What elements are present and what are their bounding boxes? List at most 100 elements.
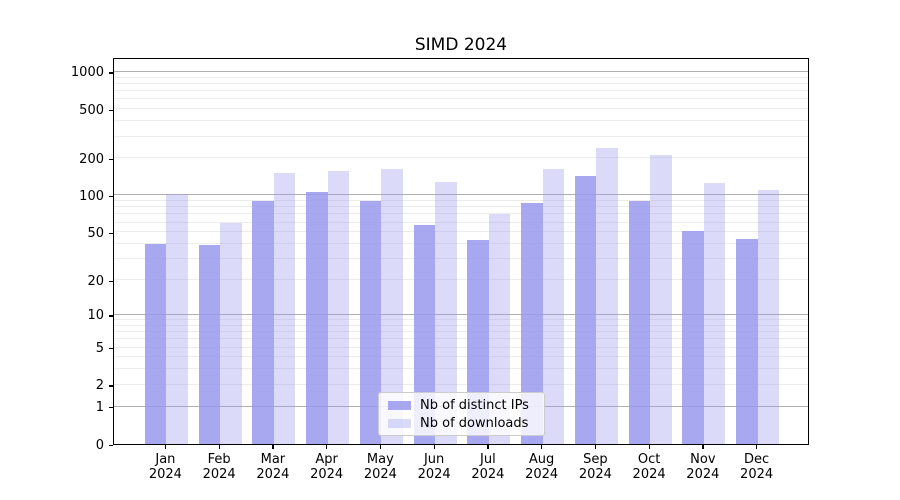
bar-downloads-jun (435, 182, 457, 444)
y-tick-mark (109, 72, 113, 74)
gridline-minor (114, 157, 808, 159)
bar-downloads-sep (596, 147, 618, 444)
x-tick-label-jan: Jan 2024 (133, 452, 197, 482)
bar-distinct-ips-nov (682, 231, 704, 444)
gridline-minor (114, 368, 808, 370)
gridline-minor (114, 243, 808, 245)
y-tick-label: 10 (87, 308, 104, 324)
y-tick-label: 1 (95, 400, 104, 416)
y-tick-label: 1000 (70, 65, 104, 81)
plot-area (113, 58, 809, 445)
y-tick-label: 200 (79, 151, 104, 167)
bar-distinct-ips-aug (521, 202, 543, 444)
bar-downloads-mar (273, 173, 296, 444)
x-tick-year: 2024 (256, 467, 290, 482)
x-tick-label-sep: Sep 2024 (563, 452, 627, 482)
gridline-minor (114, 76, 808, 78)
y-tick-label: 20 (87, 273, 104, 289)
gridline-minor (114, 331, 808, 333)
x-tick-year: 2024 (202, 467, 236, 482)
legend-label-downloads: Nb of downloads (420, 415, 529, 431)
gridline-minor (114, 120, 808, 122)
gridline-minor (114, 279, 808, 281)
x-tick-label-apr: Apr 2024 (295, 452, 359, 482)
x-tick-label-may: May 2024 (348, 452, 412, 482)
bar-distinct-ips-jan (144, 244, 167, 444)
bar-distinct-ips-jun (413, 225, 436, 444)
x-tick-label-nov: Nov 2024 (671, 452, 735, 482)
y-tick-label: 100 (79, 188, 104, 204)
gridline-major (114, 70, 808, 72)
x-tick-year: 2024 (632, 467, 666, 482)
bar-downloads-jul (488, 214, 511, 444)
y-tick-mark (109, 385, 113, 387)
y-tick-label: 500 (79, 102, 104, 118)
bar-distinct-ips-feb (198, 245, 221, 444)
bar-distinct-ips-sep (574, 175, 597, 444)
y-tick-mark (109, 348, 113, 350)
gridline-minor (114, 108, 808, 110)
gridline-major (114, 313, 808, 315)
bar-downloads-may (381, 168, 403, 444)
gridline-minor (114, 258, 808, 260)
bar-distinct-ips-oct (628, 200, 651, 444)
gridline-minor (114, 356, 808, 358)
x-tick-year: 2024 (417, 467, 451, 482)
y-tick-mark (109, 195, 113, 198)
gridline-minor (114, 324, 808, 326)
legend-swatch-downloads (388, 418, 411, 428)
x-tick-mark (218, 445, 220, 449)
y-tick-mark (109, 407, 113, 409)
bar-downloads-dec (757, 190, 780, 444)
y-tick-label: 5 (95, 341, 104, 356)
x-tick-mark (433, 445, 435, 449)
gridline-minor (114, 206, 808, 208)
y-tick-mark (109, 280, 113, 282)
x-tick-label-aug: Aug 2024 (510, 452, 574, 482)
bar-distinct-ips-may (359, 201, 382, 444)
x-tick-label-jun: Jun 2024 (402, 452, 466, 482)
y-tick-label: 50 (87, 225, 104, 241)
gridline-major (114, 194, 808, 196)
bar-downloads-nov (703, 183, 726, 444)
bar-distinct-ips-mar (252, 200, 274, 444)
x-tick-year: 2024 (310, 467, 344, 482)
bar-downloads-feb (220, 222, 242, 444)
x-tick-year: 2024 (525, 467, 559, 482)
gridline-minor (114, 319, 808, 320)
legend-swatch-distinct-ips (388, 400, 411, 410)
x-tick-year: 2024 (740, 467, 774, 482)
x-tick-label-feb: Feb 2024 (187, 452, 251, 482)
gridline-minor (114, 383, 808, 385)
x-tick-mark (648, 445, 650, 449)
x-tick-mark (756, 445, 758, 449)
gridline-minor (114, 98, 808, 100)
x-tick-label-dec: Dec 2024 (725, 452, 789, 482)
y-tick-mark (109, 444, 113, 446)
gridline-minor (114, 135, 808, 137)
x-tick-mark (594, 445, 597, 449)
x-tick-year: 2024 (578, 467, 612, 482)
x-tick-mark (541, 445, 543, 449)
y-tick-mark (109, 158, 113, 161)
x-tick-mark (487, 445, 489, 449)
x-tick-mark (702, 445, 704, 449)
gridline-minor (114, 346, 808, 348)
x-tick-year: 2024 (471, 467, 505, 482)
gridline-minor (114, 221, 808, 223)
bar-downloads-oct (650, 154, 672, 444)
x-tick-mark (326, 445, 328, 449)
bar-distinct-ips-dec (736, 239, 758, 444)
chart-title: SIMD 2024 (414, 35, 508, 55)
x-tick-mark (164, 445, 167, 449)
gridline-minor (114, 231, 808, 233)
x-tick-year: 2024 (148, 467, 182, 482)
legend-label-distinct-ips: Nb of distinct IPs (420, 397, 529, 413)
x-tick-year: 2024 (363, 467, 397, 482)
gridline-minor (114, 90, 808, 92)
legend-item-downloads: Nb of downloads (379, 416, 544, 431)
y-tick-label: 0 (95, 437, 104, 453)
gridline-minor (114, 82, 808, 84)
gridline-minor (114, 338, 808, 340)
